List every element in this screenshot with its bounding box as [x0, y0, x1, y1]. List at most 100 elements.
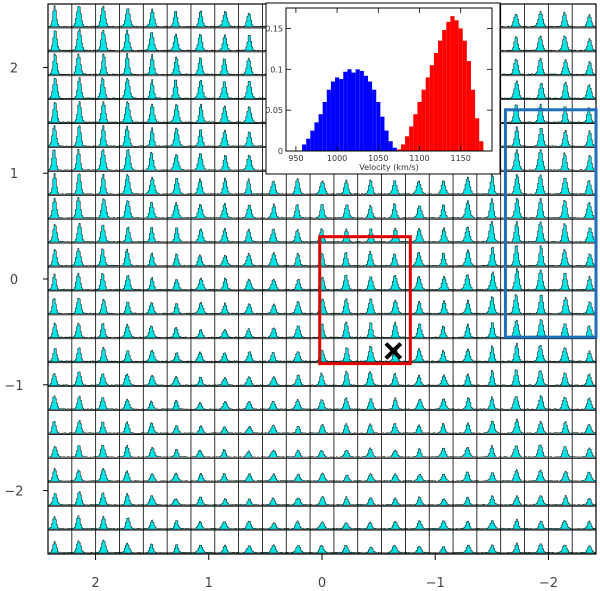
- spectral-profile: [262, 228, 287, 243]
- spectral-profile: [309, 545, 335, 554]
- spectral-profile: [333, 522, 358, 530]
- spectral-profile: [47, 149, 73, 171]
- inset-bar: [396, 149, 401, 151]
- spectral-profile: [524, 370, 549, 386]
- spectral-profile: [143, 8, 168, 28]
- spectral-profile: [548, 544, 573, 554]
- inset-axes-frame: [285, 7, 493, 152]
- spectral-profile: [95, 5, 120, 28]
- spectral-profile: [71, 148, 96, 171]
- inset-bar: [388, 141, 393, 151]
- spectral-profile: [119, 445, 144, 458]
- spectral-profile: [95, 397, 120, 410]
- spectral-profile: [191, 153, 216, 171]
- spectral-profile: [238, 328, 263, 339]
- spectral-profile: [428, 204, 454, 219]
- spectral-profile: [286, 497, 311, 506]
- spectral-profile: [190, 329, 216, 339]
- spectral-profile: [571, 130, 597, 147]
- x-tick-label: −1: [426, 576, 445, 591]
- spectral-profile: [405, 424, 430, 434]
- spectral-profile: [405, 546, 430, 554]
- spectral-profile: [214, 277, 239, 291]
- spectral-profile: [143, 325, 168, 339]
- spectral-profile: [190, 103, 216, 123]
- spectral-profile: [190, 473, 216, 482]
- spectral-profile: [95, 149, 120, 171]
- spectral-profile: [333, 204, 358, 219]
- spectral-profile: [190, 10, 216, 28]
- spectral-profile: [143, 227, 168, 243]
- spectral-profile: [166, 104, 192, 123]
- spectral-profile: [143, 54, 168, 75]
- inset-bar: [355, 69, 360, 151]
- spectral-profile: [71, 6, 96, 28]
- spectral-profile: [548, 152, 573, 171]
- spectral-profile: [452, 176, 478, 195]
- spectral-profile: [143, 32, 168, 52]
- spectral-profile: [262, 203, 287, 219]
- x-tick-label: −2: [539, 576, 558, 591]
- spectral-profile: [190, 351, 216, 362]
- inset-bar: [310, 130, 315, 151]
- spectral-profile: [166, 33, 192, 52]
- spectral-profile: [190, 449, 216, 458]
- inset-bar: [421, 89, 426, 151]
- spectral-profile: [71, 125, 96, 147]
- spectral-profile: [286, 426, 311, 434]
- spectral-profile: [119, 493, 144, 506]
- inset-bar: [429, 65, 434, 151]
- spectral-profile: [143, 277, 168, 291]
- spectral-profile: [500, 518, 525, 530]
- spectral-profile: [95, 29, 120, 52]
- spectral-profile: [262, 327, 287, 339]
- spectral-profile: [214, 473, 239, 482]
- spectral-profile: [238, 376, 263, 386]
- spectral-profile: [548, 81, 573, 99]
- spectral-profile: [452, 373, 478, 386]
- spectral-profile: [524, 344, 549, 362]
- spectral-profile: [95, 492, 120, 506]
- spectral-profile: [524, 421, 549, 434]
- spectral-profile: [238, 425, 263, 434]
- spectral-profile: [143, 252, 168, 267]
- spectral-profile: [190, 204, 216, 219]
- inset-bar: [347, 69, 352, 151]
- spectral-profile: [71, 395, 96, 410]
- spectral-profile: [524, 221, 549, 243]
- spectral-profile: [214, 129, 239, 147]
- spectral-profile: [571, 447, 597, 458]
- spectral-profile: [286, 399, 311, 410]
- spectral-profile: [333, 179, 358, 195]
- spectral-profile: [428, 447, 454, 458]
- spectral-profile: [166, 327, 192, 339]
- spectral-profile: [571, 202, 597, 219]
- spectral-profile: [524, 57, 549, 75]
- spectral-profile: [119, 77, 144, 99]
- spectral-profile: [452, 422, 478, 434]
- spectral-profile: [190, 520, 216, 530]
- spectral-profile: [309, 372, 335, 386]
- spectral-profile: [571, 38, 597, 52]
- spectral-profile: [333, 474, 358, 482]
- spectral-profile: [571, 424, 597, 434]
- spectral-profile: [166, 544, 192, 554]
- spectral-profile: [405, 205, 430, 219]
- inset-bar: [384, 130, 389, 151]
- spectral-profile: [166, 498, 192, 506]
- spectral-profile: [286, 229, 311, 243]
- spectral-profile: [381, 397, 406, 410]
- spectral-profile: [214, 521, 239, 530]
- y-tick-label: −2: [4, 485, 23, 500]
- spectral-profile: [428, 252, 454, 267]
- spectral-profile: [262, 449, 287, 458]
- spectral-profile: [548, 297, 573, 315]
- spectral-profile: [262, 544, 287, 554]
- spectral-profile: [405, 520, 430, 530]
- spectral-profile: [190, 302, 216, 315]
- spectral-profile: [548, 372, 573, 386]
- spectral-profile: [524, 174, 549, 195]
- spectral-profile: [500, 445, 525, 458]
- spectral-profile: [524, 269, 549, 291]
- inset-bar: [335, 77, 340, 151]
